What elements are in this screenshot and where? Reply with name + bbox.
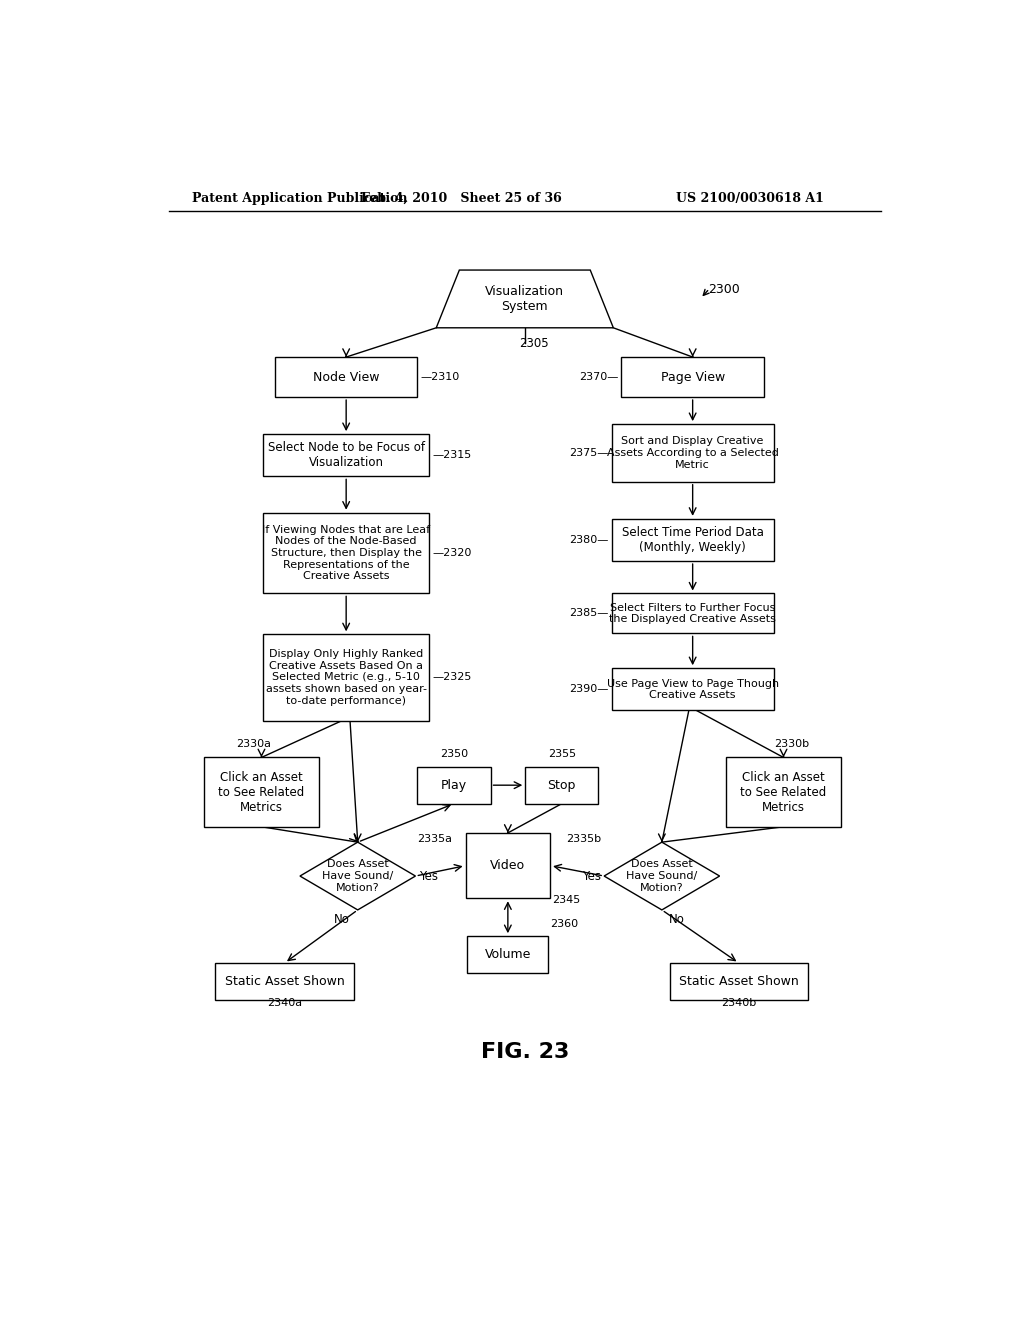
FancyBboxPatch shape — [466, 833, 550, 899]
Text: 2335b: 2335b — [566, 834, 601, 843]
Text: 2375—: 2375— — [569, 447, 608, 458]
Text: Select Node to be Focus of
Visualization: Select Node to be Focus of Visualization — [267, 441, 425, 469]
Text: Does Asset
Have Sound/
Motion?: Does Asset Have Sound/ Motion? — [323, 859, 393, 892]
FancyBboxPatch shape — [274, 358, 418, 397]
Text: Use Page View to Page Though
Creative Assets: Use Page View to Page Though Creative As… — [606, 678, 778, 700]
Text: 2390—: 2390— — [569, 684, 608, 694]
Text: Click an Asset
to See Related
Metrics: Click an Asset to See Related Metrics — [218, 771, 304, 813]
FancyBboxPatch shape — [726, 758, 842, 826]
Text: Display Only Highly Ranked
Creative Assets Based On a
Selected Metric (e.g., 5-1: Display Only Highly Ranked Creative Asse… — [265, 649, 427, 706]
FancyBboxPatch shape — [263, 434, 429, 477]
Text: Sort and Display Creative
Assets According to a Selected
Metric: Sort and Display Creative Assets Accordi… — [607, 437, 778, 470]
FancyBboxPatch shape — [263, 635, 429, 721]
FancyBboxPatch shape — [525, 767, 598, 804]
Text: 2350: 2350 — [440, 750, 468, 759]
Polygon shape — [436, 271, 613, 327]
Text: Video: Video — [490, 859, 525, 873]
Polygon shape — [300, 842, 416, 909]
Text: 2340b: 2340b — [721, 998, 757, 1008]
Text: Node View: Node View — [313, 371, 380, 384]
Text: 2385—: 2385— — [569, 609, 608, 619]
Text: Select Filters to Further Focus
the Displayed Creative Assets: Select Filters to Further Focus the Disp… — [609, 603, 776, 624]
Text: Click an Asset
to See Related
Metrics: Click an Asset to See Related Metrics — [740, 771, 826, 813]
Text: Visualization
System: Visualization System — [485, 285, 564, 313]
Text: 2330b: 2330b — [774, 739, 809, 748]
Text: Select Time Period Data
(Monthly, Weekly): Select Time Period Data (Monthly, Weekly… — [622, 525, 764, 554]
FancyBboxPatch shape — [611, 594, 773, 634]
Text: Feb. 4, 2010   Sheet 25 of 36: Feb. 4, 2010 Sheet 25 of 36 — [361, 191, 562, 205]
Text: —2325: —2325 — [432, 672, 471, 682]
FancyBboxPatch shape — [622, 358, 764, 397]
FancyBboxPatch shape — [215, 964, 354, 1001]
FancyBboxPatch shape — [611, 424, 773, 482]
Text: 2345: 2345 — [552, 895, 580, 906]
FancyBboxPatch shape — [263, 512, 429, 594]
Text: 2335a: 2335a — [417, 834, 452, 843]
Text: 2355: 2355 — [548, 750, 575, 759]
Text: 2380—: 2380— — [569, 535, 608, 545]
Text: Yes: Yes — [582, 870, 601, 883]
Text: No: No — [335, 912, 350, 925]
Text: Stop: Stop — [548, 779, 575, 792]
Text: Page View: Page View — [660, 371, 725, 384]
Text: Static Asset Shown: Static Asset Shown — [224, 975, 344, 989]
Text: 2300: 2300 — [708, 282, 739, 296]
FancyBboxPatch shape — [467, 936, 548, 973]
Text: Patent Application Publication: Patent Application Publication — [193, 191, 408, 205]
Text: No: No — [670, 912, 685, 925]
Text: If Viewing Nodes that are Leaf
Nodes of the Node-Based
Structure, then Display t: If Viewing Nodes that are Leaf Nodes of … — [262, 525, 430, 581]
Text: 2340a: 2340a — [267, 998, 302, 1008]
Text: 2370—: 2370— — [579, 372, 618, 381]
FancyBboxPatch shape — [204, 758, 319, 826]
Polygon shape — [604, 842, 720, 909]
FancyBboxPatch shape — [611, 519, 773, 561]
Text: Volume: Volume — [484, 948, 531, 961]
Text: 2360: 2360 — [550, 919, 578, 929]
FancyBboxPatch shape — [670, 964, 808, 1001]
Text: —2310: —2310 — [421, 372, 460, 381]
Text: FIG. 23: FIG. 23 — [480, 1041, 569, 1061]
FancyBboxPatch shape — [611, 668, 773, 710]
Text: —2315: —2315 — [432, 450, 471, 461]
Text: 2330a: 2330a — [237, 739, 271, 748]
Text: —2320: —2320 — [432, 548, 471, 558]
Text: Play: Play — [441, 779, 467, 792]
FancyBboxPatch shape — [418, 767, 490, 804]
Text: 2305: 2305 — [519, 337, 549, 350]
Text: Static Asset Shown: Static Asset Shown — [679, 975, 799, 989]
Text: US 2100/0030618 A1: US 2100/0030618 A1 — [676, 191, 823, 205]
Text: Yes: Yes — [419, 870, 437, 883]
Text: Does Asset
Have Sound/
Motion?: Does Asset Have Sound/ Motion? — [627, 859, 697, 892]
